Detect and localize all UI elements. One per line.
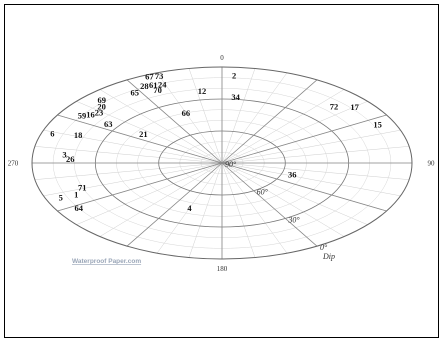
radial-line	[34, 146, 223, 164]
radial-line-major	[57, 114, 223, 164]
radial-line	[188, 68, 223, 164]
radial-line	[43, 129, 223, 164]
net-grid	[31, 66, 413, 260]
azimuth-label: 180	[217, 265, 228, 273]
radial-line	[221, 162, 368, 225]
radial-line-major	[126, 162, 223, 247]
radial-line	[156, 72, 223, 164]
point-label: 61	[149, 80, 158, 90]
radial-line	[43, 162, 223, 197]
radial-line-major	[221, 162, 387, 212]
point-label: 70	[153, 85, 162, 95]
outer-ring	[31, 66, 413, 260]
point-label: 59	[78, 110, 87, 120]
point-label: 16	[86, 110, 95, 120]
point-label: 65	[130, 87, 139, 97]
point-label: 20	[97, 101, 106, 111]
radial-line	[156, 162, 223, 254]
point-label: 5	[59, 193, 63, 203]
point-label: 18	[74, 130, 83, 140]
radial-line	[76, 162, 223, 225]
radial-line	[221, 129, 401, 164]
point-label: 21	[139, 129, 148, 139]
azimuth-label: 270	[8, 160, 19, 168]
point-label: 67	[145, 72, 154, 82]
point-label: 17	[350, 102, 359, 112]
point-label: 28	[140, 81, 149, 91]
radial-line	[188, 162, 223, 258]
dip-label: 60°	[257, 188, 269, 197]
point-label: 36	[288, 170, 297, 180]
point-label: 71	[78, 182, 87, 192]
point-label: 72	[330, 101, 339, 111]
radial-line	[221, 162, 288, 254]
dip-axis-title: Dip	[322, 252, 335, 261]
watermark: Waterproof Paper.com	[72, 258, 141, 265]
point-label: 2	[232, 71, 236, 81]
point-label: 4	[187, 203, 192, 213]
radial-line	[221, 72, 288, 164]
point-label: 6	[50, 128, 54, 138]
point-label: 66	[182, 108, 191, 118]
radial-line-major	[57, 162, 223, 212]
radial-line-major	[221, 79, 318, 164]
point-label: 64	[75, 203, 84, 213]
point-label: 23	[95, 108, 104, 118]
azimuth-label: 0	[220, 54, 224, 62]
radial-line	[99, 162, 223, 237]
radial-line-major	[126, 79, 223, 164]
point-label: 63	[104, 119, 113, 129]
point-label: 3	[62, 150, 66, 160]
radial-line	[221, 162, 410, 180]
dip-label: 30°	[287, 215, 300, 224]
radial-line-major	[221, 114, 387, 164]
radial-line-major	[221, 162, 318, 247]
radial-line	[221, 162, 401, 197]
point-label: 69	[97, 95, 106, 105]
radial-line	[221, 146, 410, 164]
azimuth-label: 90	[428, 160, 436, 168]
radial-line	[34, 162, 223, 180]
dip-label: 0°	[320, 243, 328, 252]
point-label: 26	[66, 154, 75, 164]
dip-label: 90°	[225, 160, 237, 169]
radial-line	[221, 89, 345, 164]
radial-line	[76, 101, 223, 164]
radial-line	[221, 162, 345, 237]
radial-line	[99, 89, 223, 164]
point-label: 1	[74, 189, 78, 199]
point-label: 34	[231, 92, 240, 102]
chart-frame	[4, 4, 439, 338]
radial-line	[221, 68, 256, 164]
point-label: 24	[158, 79, 167, 89]
point-label: 15	[373, 120, 382, 130]
radial-line	[221, 101, 368, 164]
point-label: 73	[155, 71, 164, 81]
radial-line	[221, 162, 256, 258]
point-label: 12	[198, 86, 207, 96]
